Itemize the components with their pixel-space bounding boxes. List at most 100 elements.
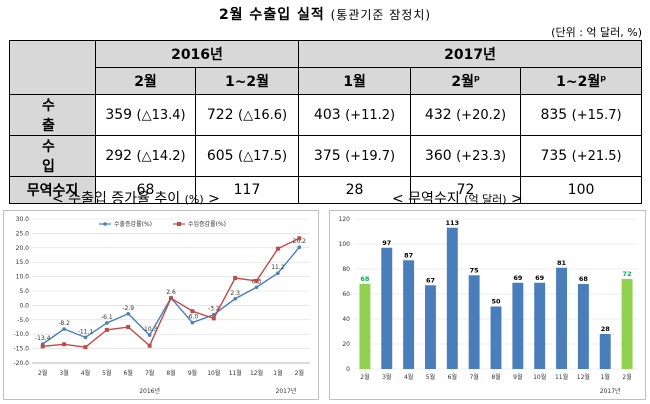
legend-label: 수출증감률(%)	[114, 220, 152, 228]
data-label: -8.2	[58, 320, 70, 327]
data-point	[169, 296, 173, 301]
x-tick-label: 1월	[601, 373, 610, 381]
x-tick-label: 3월	[382, 373, 391, 381]
header-col-text: 1~2월	[556, 74, 601, 90]
y-tick-label: -10.0	[13, 331, 29, 338]
y-tick-label: 40	[342, 316, 350, 323]
x-tick-label: 5월	[426, 373, 435, 381]
data-label: 11.2	[271, 264, 285, 271]
table-cell: 375 (+19.7)	[298, 135, 412, 177]
y-tick-label: 120	[339, 216, 351, 223]
data-point	[104, 327, 109, 332]
y-tick-label: 100	[339, 241, 351, 248]
data-point	[190, 320, 195, 325]
x-tick-label: 11월	[229, 369, 242, 377]
bar-label: 28	[601, 325, 611, 333]
header-col-text: 2월	[451, 74, 474, 90]
bar	[512, 282, 524, 369]
y-tick-label: 25.0	[16, 230, 30, 237]
y-tick-label: -15.0	[13, 346, 29, 353]
line-chart: 30.0 25.0 20.0 15.0 10.0 5.0 0.0 -5.0 -10.0 -15.0…	[13, 216, 310, 395]
table-cell: 68	[95, 176, 196, 204]
x-tick-label: 3월	[59, 369, 68, 377]
data-label: -13.4	[35, 335, 51, 342]
bar-label: 75	[470, 266, 480, 274]
table-row: 수 출 359 (△13.4) 722 (△16.6) 403 (+11.2) …	[9, 94, 643, 136]
header-col: 1~2월p	[520, 67, 643, 95]
x-tick-label: 12월	[250, 369, 263, 377]
bar-label: 69	[535, 274, 545, 282]
y-tick-label: -5.0	[17, 317, 29, 324]
header-year-2016: 2016년	[94, 40, 300, 68]
table-cell: 403 (+11.2)	[298, 94, 412, 136]
data-label: -11.1	[78, 328, 94, 335]
y-tick-label: 0	[346, 366, 350, 373]
data-point	[147, 343, 152, 348]
row-label-import: 수 입	[9, 135, 96, 177]
x-tick-label: 12월	[577, 373, 590, 381]
table-cell: 117	[194, 176, 300, 204]
bar-label: 69	[513, 274, 523, 282]
legend-marker	[103, 222, 107, 226]
header-col: 1~2월	[194, 67, 300, 95]
bar	[446, 227, 458, 369]
bar	[381, 247, 393, 369]
bar	[425, 285, 436, 369]
x-tick-label: 10월	[533, 373, 546, 381]
row-label-balance: 무역수지	[9, 176, 96, 204]
bar	[403, 260, 415, 369]
bar-label: 97	[382, 239, 391, 247]
data-point	[233, 276, 238, 281]
x-tick-label: 1월	[273, 369, 282, 377]
bar-label: 81	[557, 259, 567, 267]
data-point	[83, 345, 88, 350]
data-label: 2.3	[230, 290, 240, 297]
data-point	[40, 344, 45, 349]
data-point	[190, 309, 195, 314]
table-subheader-row: 2월 1~2월 1월 2월p 1~2월p	[10, 67, 643, 95]
table-cell: 835 (+15.7)	[520, 94, 643, 136]
page-title-sub: (통관기준 잠정치)	[330, 8, 432, 22]
y-tick-label: 80	[342, 266, 350, 273]
x-tick-label: 5월	[102, 369, 111, 377]
data-point	[275, 246, 280, 251]
prelim-mark: p	[473, 73, 480, 83]
x-tick-label: 6월	[448, 373, 457, 381]
data-label: -6.0	[187, 314, 199, 321]
bar	[490, 306, 502, 369]
bar	[359, 284, 371, 369]
data-point	[147, 333, 152, 337]
table-cell: 735 (+21.5)	[520, 135, 643, 177]
bar-label: 72	[623, 270, 632, 278]
bar-label: 68	[360, 275, 370, 283]
table-cell: 100	[520, 176, 643, 204]
table-cell: 432 (+20.2)	[410, 94, 522, 136]
y-tick-label: -20.0	[13, 360, 29, 367]
x-tick-label: 9월	[188, 369, 197, 377]
data-point	[126, 311, 131, 316]
bar-label: 87	[404, 251, 413, 259]
prelim-mark: p	[600, 73, 606, 83]
x-tick-label: 2월	[295, 369, 304, 377]
bar-chart-panel: 120 100 80 60 40 20 0 68 2월 97 3월 87 4월 67 5월 113 6월 75 7월…	[329, 210, 646, 400]
table-header-row: 2016년 2017년	[9, 40, 643, 95]
data-point	[62, 342, 67, 347]
page-title: 2월 수출입 실적 (통관기준 잠정치)	[0, 4, 650, 24]
table-cell: 722 (△16.6)	[194, 94, 300, 136]
x-tick-label: 7월	[145, 369, 154, 377]
y-tick-label: 60	[342, 291, 350, 298]
data-point	[297, 236, 302, 241]
table-cell: 359 (△13.4)	[95, 94, 196, 136]
bar-label: 68	[579, 275, 589, 283]
x-tick-label: 2월	[38, 369, 47, 377]
data-label: 2.6	[166, 289, 176, 296]
table-cell: 28	[298, 176, 412, 204]
data-point	[83, 335, 88, 340]
data-label: 20.2	[293, 238, 307, 245]
bar-label: 67	[426, 276, 435, 284]
x-tick-label: 9월	[513, 373, 522, 381]
y-tick-label: 20	[342, 341, 350, 348]
y-tick-label: 5.0	[19, 288, 29, 295]
data-point	[297, 245, 302, 250]
table-row: 무역수지 68 117 28 72 100	[9, 176, 643, 204]
